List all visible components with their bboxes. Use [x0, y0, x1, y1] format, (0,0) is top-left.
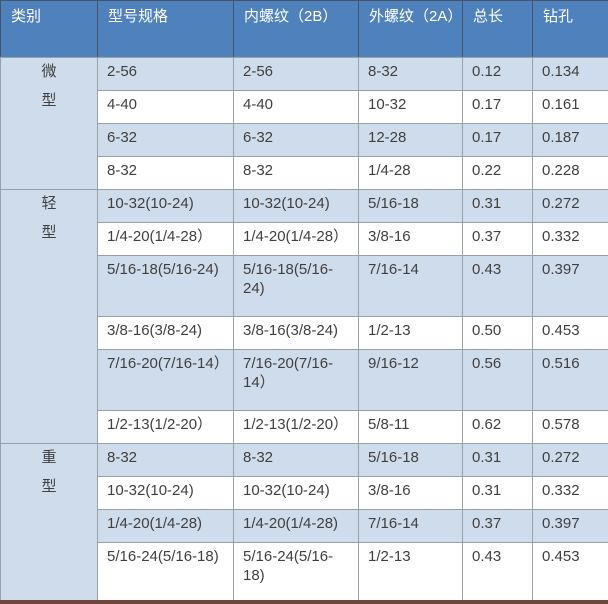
internal-cell: 4-40: [233, 90, 359, 124]
drill-cell: 0.161: [532, 90, 608, 124]
length-cell: 0.43: [462, 542, 533, 604]
model-cell: 4-40: [97, 90, 234, 124]
drill-cell: 0.397: [532, 255, 608, 317]
drill-cell: 0.453: [532, 542, 608, 604]
column-header-external-thread: 外螺纹（2A）: [358, 0, 463, 58]
internal-cell: 5/16-18(5/16-24): [233, 255, 359, 317]
model-cell: 3/8-16(3/8-24): [97, 316, 234, 350]
table-row: 微 型 2-56 2-56 8-32 0.12 0.134: [0, 57, 608, 190]
drill-cell: 0.578: [532, 410, 608, 444]
bottom-strip: [0, 600, 608, 604]
internal-cell: 2-56: [233, 57, 359, 91]
model-cell: 2-56: [97, 57, 234, 91]
external-cell: 3/8-16: [358, 222, 463, 256]
length-cell: 0.56: [462, 349, 533, 411]
model-cell: 7/16-20(7/16-14）: [97, 349, 234, 411]
model-cell: 8-32: [97, 156, 234, 190]
table-header: 类别 型号规格 内螺纹（2B） 外螺纹（2A） 总长 钻孔: [0, 0, 608, 58]
table-row: 4-40 4-40 10-32 0.17 0.161: [1, 90, 608, 124]
drill-cell: 0.272: [532, 189, 608, 223]
external-cell: 12-28: [358, 123, 463, 157]
table-row: 6-32 6-32 12-28 0.17 0.187: [1, 123, 608, 157]
length-cell: 0.50: [462, 316, 533, 350]
table-row: 5/16-24(5/16-18) 5/16-24(5/16-18) 1/2-13 0.…: [1, 542, 608, 604]
table-row: 7/16-20(7/16-14） 7/16-20(7/16-14） 9/16-12 0…: [1, 349, 608, 411]
model-cell: 1/4-20(1/4-28): [97, 509, 234, 543]
internal-cell: 8-32: [233, 156, 359, 190]
table-row: 轻 型 10-32(10-24) 10-32(10-24) 5/16-18 0.31 0.…: [0, 189, 608, 444]
category-cell: 轻 型: [0, 189, 98, 444]
external-cell: 8-32: [358, 57, 463, 91]
table-body: 微 型 2-56 2-56 8-32 0.12 0.134 4-40 4-40 10-32 0.1…: [0, 57, 608, 604]
internal-cell: 6-32: [233, 123, 359, 157]
internal-cell: 1/4-20(1/4-28): [233, 509, 359, 543]
category-cell: 重 型: [0, 443, 98, 604]
external-cell: 1/4-28: [358, 156, 463, 190]
internal-cell: 3/8-16(3/8-24): [233, 316, 359, 350]
length-cell: 0.31: [462, 476, 533, 510]
model-cell: 6-32: [97, 123, 234, 157]
length-cell: 0.22: [462, 156, 533, 190]
external-cell: 10-32: [358, 90, 463, 124]
internal-cell: 1/2-13(1/2-20）: [233, 410, 359, 444]
drill-cell: 0.272: [532, 443, 608, 477]
length-cell: 0.37: [462, 222, 533, 256]
length-cell: 0.31: [462, 443, 533, 477]
external-cell: 5/16-18: [358, 443, 463, 477]
model-cell: 1/2-13(1/2-20）: [97, 410, 234, 444]
drill-cell: 0.397: [532, 509, 608, 543]
header-row: 类别 型号规格 内螺纹（2B） 外螺纹（2A） 总长 钻孔: [0, 0, 608, 58]
column-header-model: 型号规格: [97, 0, 234, 58]
external-cell: 7/16-14: [358, 255, 463, 317]
external-cell: 1/2-13: [358, 316, 463, 350]
internal-cell: 10-32(10-24): [233, 476, 359, 510]
length-cell: 0.62: [462, 410, 533, 444]
table-row: 重 型 8-32 8-32 5/16-18 0.31 0.272: [0, 443, 608, 604]
column-header-drill-hole: 钻孔: [532, 0, 608, 58]
drill-cell: 0.332: [532, 222, 608, 256]
external-cell: 1/2-13: [358, 542, 463, 604]
model-cell: 5/16-24(5/16-18): [97, 542, 234, 604]
column-header-total-length: 总长: [462, 0, 533, 58]
model-cell: 1/4-20(1/4-28）: [97, 222, 234, 256]
length-cell: 0.43: [462, 255, 533, 317]
drill-cell: 0.453: [532, 316, 608, 350]
external-cell: 5/16-18: [358, 189, 463, 223]
length-cell: 0.17: [462, 90, 533, 124]
drill-cell: 0.187: [532, 123, 608, 157]
external-cell: 9/16-12: [358, 349, 463, 411]
external-cell: 7/16-14: [358, 509, 463, 543]
column-header-internal-thread: 内螺纹（2B）: [233, 0, 359, 58]
drill-cell: 0.134: [532, 57, 608, 91]
column-header-category: 类别: [0, 0, 98, 58]
table-row: 8-32 8-32 1/4-28 0.22 0.228: [1, 156, 608, 190]
table-row: 10-32(10-24) 10-32(10-24) 3/8-16 0.31 0.332: [1, 476, 608, 510]
table-row: 3/8-16(3/8-24) 3/8-16(3/8-24) 1/2-13 0.50 0.…: [1, 316, 608, 350]
drill-cell: 0.332: [532, 476, 608, 510]
length-cell: 0.12: [462, 57, 533, 91]
length-cell: 0.31: [462, 189, 533, 223]
length-cell: 0.17: [462, 123, 533, 157]
model-cell: 5/16-18(5/16-24): [97, 255, 234, 317]
internal-cell: 10-32(10-24): [233, 189, 359, 223]
external-cell: 3/8-16: [358, 476, 463, 510]
model-cell: 10-32(10-24): [97, 476, 234, 510]
internal-cell: 7/16-20(7/16-14）: [233, 349, 359, 411]
model-cell: 10-32(10-24): [97, 189, 234, 223]
table-row: 1/4-20(1/4-28） 1/4-20(1/4-28） 3/8-16 0.37 0.…: [1, 222, 608, 256]
drill-cell: 0.228: [532, 156, 608, 190]
internal-cell: 5/16-24(5/16-18): [233, 542, 359, 604]
external-cell: 5/8-11: [358, 410, 463, 444]
drill-cell: 0.516: [532, 349, 608, 411]
category-cell: 微 型: [0, 57, 98, 190]
length-cell: 0.37: [462, 509, 533, 543]
internal-cell: 8-32: [233, 443, 359, 477]
internal-cell: 1/4-20(1/4-28）: [233, 222, 359, 256]
table-row: 5/16-18(5/16-24) 5/16-18(5/16-24) 7/16-14 0…: [1, 255, 608, 317]
model-cell: 8-32: [97, 443, 234, 477]
